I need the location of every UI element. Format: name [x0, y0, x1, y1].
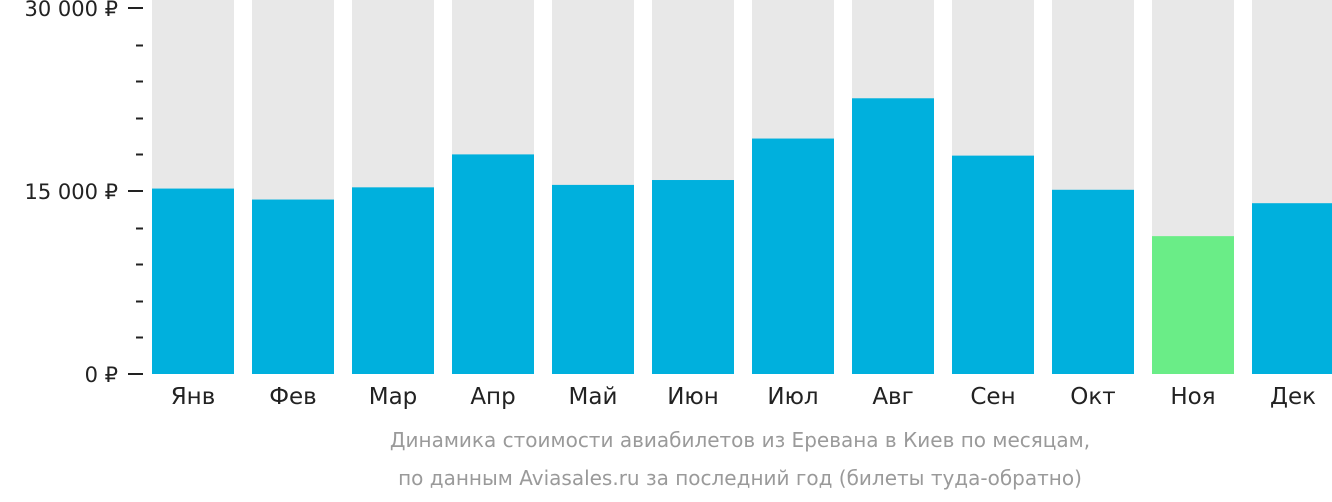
y-tick-label: 30 000 ₽: [24, 0, 118, 21]
chart-caption-line-1: Динамика стоимости авиабилетов из Ереван…: [389, 428, 1091, 452]
bar: [252, 199, 334, 374]
bar-chart-svg: 0 ₽ 15 000 ₽ 30 000 ₽ Янв Фев Мар Апр Май Июн Июл…: [24, 0, 1332, 410]
x-tick-label: Дек: [1270, 384, 1316, 410]
x-tick-label: Июл: [767, 384, 818, 410]
bar: [752, 138, 834, 374]
x-tick-label: Авг: [872, 384, 913, 410]
bar: [652, 180, 734, 374]
bar: [552, 184, 634, 374]
bar: [152, 188, 234, 374]
bar: [1252, 203, 1332, 374]
bar: [452, 154, 534, 374]
bar: [1152, 236, 1234, 374]
y-tick-label: 0 ₽: [85, 363, 118, 387]
x-tick-label: Май: [569, 384, 618, 410]
chart-caption-line-2: по данным Aviasales.ru за последний год …: [398, 466, 1082, 490]
bar: [952, 155, 1034, 374]
bar: [1052, 189, 1134, 374]
bar: [352, 187, 434, 374]
x-tick-label: Сен: [970, 384, 1015, 410]
x-tick-label: Янв: [171, 384, 216, 410]
x-tick-label: Апр: [470, 384, 515, 410]
x-tick-label: Фев: [269, 384, 317, 410]
x-tick-label: Окт: [1070, 384, 1115, 410]
bar: [852, 98, 934, 374]
x-tick-label: Ноя: [1170, 384, 1215, 410]
y-tick-label: 15 000 ₽: [24, 180, 118, 204]
x-tick-label: Июн: [667, 384, 719, 410]
x-tick-label: Мар: [369, 384, 418, 410]
